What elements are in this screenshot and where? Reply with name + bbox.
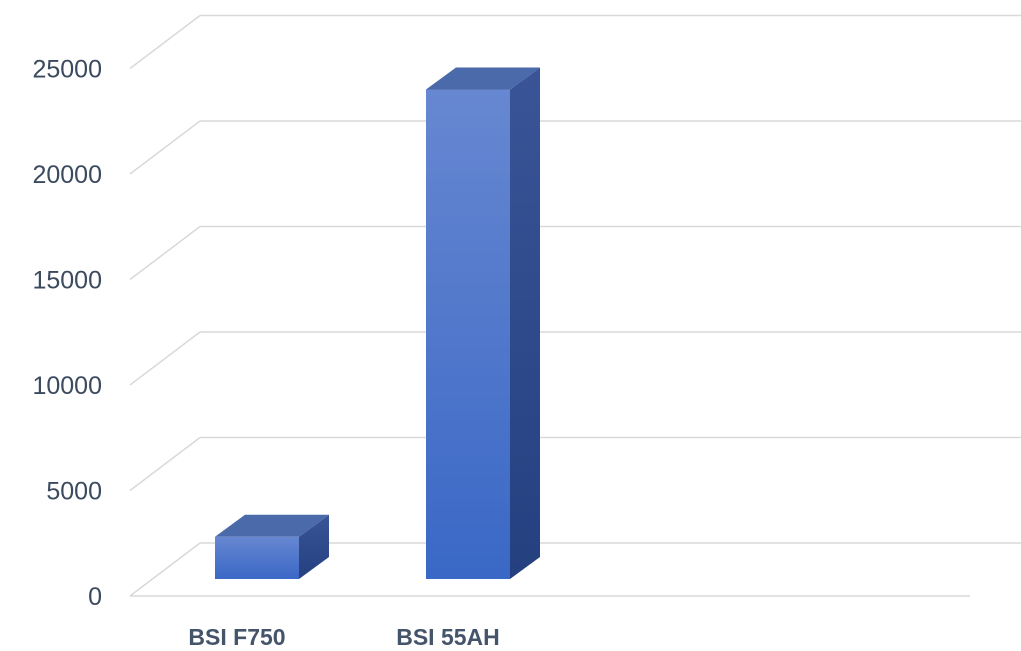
gridline-side: [129, 331, 201, 386]
gridline-side: [129, 542, 201, 597]
gridline-side: [129, 225, 201, 281]
bar-top: [215, 514, 329, 537]
gridline-side: [129, 120, 201, 175]
bar-side: [510, 67, 540, 579]
y-tick-label: 5000: [46, 478, 102, 506]
gridlines: [129, 14, 1021, 597]
bar-top: [426, 67, 540, 90]
bar-side: [299, 514, 329, 579]
gridline-side: [129, 436, 201, 492]
x-category-label: BSI F750: [188, 624, 285, 650]
y-tick-label: 15000: [32, 267, 102, 295]
bar-front: [215, 536, 299, 579]
y-tick-label: 0: [88, 583, 102, 611]
gridline-side: [129, 14, 201, 70]
y-tick-label: 25000: [32, 56, 102, 84]
x-category-label: BSI 55AH: [396, 624, 500, 650]
y-axis-ticks: 0 5000 10000 15000 20000 25000: [32, 56, 102, 612]
bar: [426, 67, 540, 579]
x-axis-categories: BSI F750 BSI 55AH: [188, 624, 499, 650]
bar-front: [426, 89, 510, 579]
y-tick-label: 20000: [32, 161, 102, 189]
bars: [215, 67, 540, 579]
bar: [215, 514, 329, 579]
y-tick-label: 10000: [32, 372, 102, 400]
